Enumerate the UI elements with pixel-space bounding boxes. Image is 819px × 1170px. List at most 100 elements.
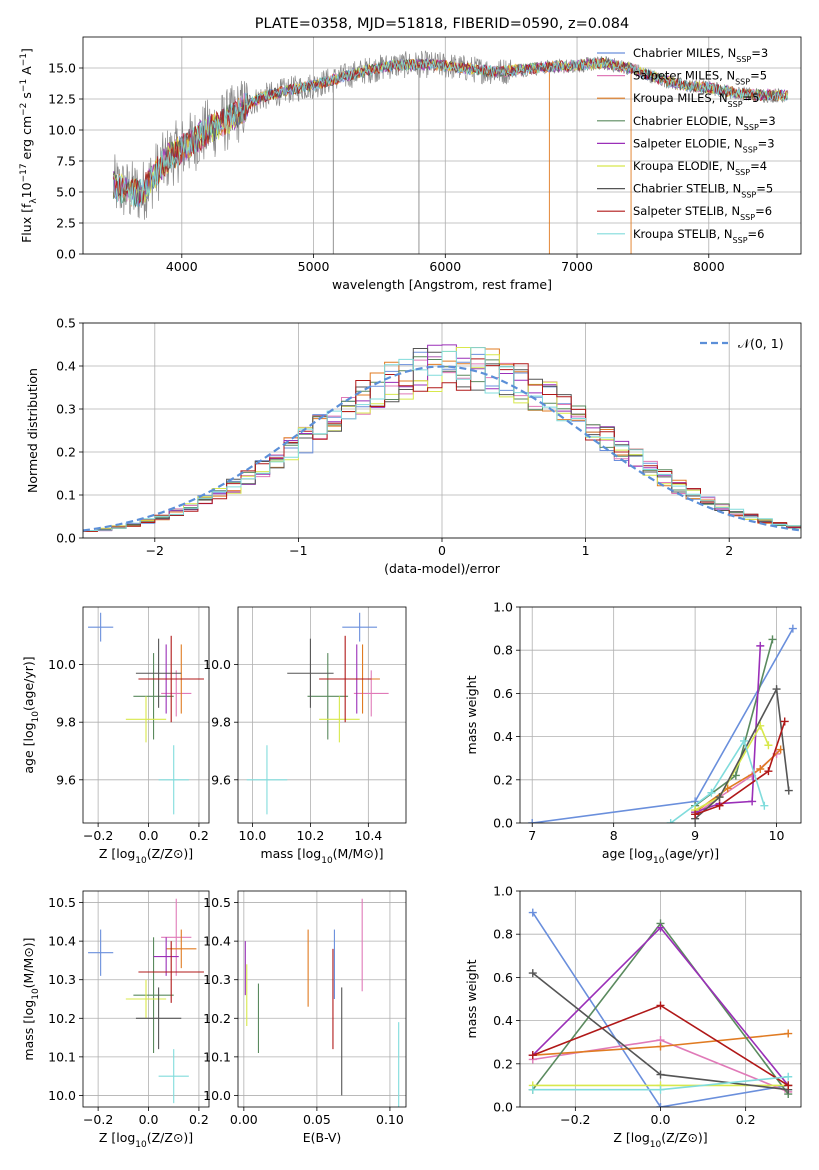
y-tick-label: 10.5 [203, 895, 231, 910]
y-tick-label: 0.4 [493, 1013, 513, 1028]
y-tick-label: 0.6 [493, 686, 513, 701]
x-tick-label: 0.0 [139, 1112, 159, 1127]
axes-frame [82, 890, 210, 1108]
data-point [691, 810, 700, 819]
x-axis-label: Z [log10(Z/Z⊙)] [99, 846, 193, 866]
axes-frame [82, 322, 802, 539]
y-tick-label: 0.2 [56, 445, 76, 460]
y-tick-label: 0.0 [56, 247, 76, 262]
panel-residual-histogram: −2 −1 0 1 2 0.0 0.1 0.2 0.3 0.4 0.5 (data-model)/er… [25, 316, 802, 576]
axes-frame [519, 606, 802, 824]
data-point [788, 624, 797, 633]
y-tick-label: 10.3 [48, 972, 76, 987]
y-tick-label: 10.0 [203, 1088, 231, 1103]
data-point [784, 1029, 793, 1038]
data-point [528, 969, 537, 978]
x-tick-label: −0.2 [83, 828, 113, 843]
x-tick-label: 10 [769, 828, 785, 843]
legend-entry: Chabrier STELIB, NSSP=5 [633, 182, 773, 200]
chart-title: PLATE=0358, MJD=51818, FIBERID=0590, z=0… [255, 16, 629, 32]
data-point [784, 786, 793, 795]
axes-frame [82, 36, 802, 255]
y-tick-label: 10.1 [48, 1049, 76, 1064]
y-tick-label: 10.3 [203, 972, 231, 987]
legend-entry: Kroupa ELODIE, NSSP=4 [633, 159, 767, 177]
data-point [715, 801, 724, 810]
y-tick-label: 9.6 [56, 772, 76, 787]
x-tick-label: −0.2 [83, 1112, 113, 1127]
y-tick-label: 0.0 [493, 816, 513, 831]
x-tick-label: 10.0 [239, 828, 267, 843]
data-point [528, 819, 537, 823]
legend: Chabrier MILES, NSSP=3 Salpeter MILES, NS… [597, 46, 776, 244]
data-point [656, 923, 665, 932]
x-tick-label: 5000 [298, 259, 330, 274]
series-line-kroupa-stelib [112, 56, 789, 208]
gaussian-curve [83, 365, 801, 532]
y-axis-label: mass weight [464, 675, 479, 754]
plot-area [246, 612, 389, 815]
y-axis-label: Normed distribution [25, 368, 40, 493]
data-point [656, 1085, 665, 1094]
y-tick-label: 5.0 [56, 185, 76, 200]
series-line-salpeter-stelib [112, 57, 788, 204]
series-line-chabrier-stelib [694, 686, 790, 820]
data-point [784, 1081, 793, 1090]
y-tick-label: 0.2 [493, 772, 513, 787]
data-point [760, 801, 769, 810]
data-point [656, 1070, 665, 1079]
x-tick-label: 0.0 [651, 1112, 671, 1127]
data-point [707, 788, 716, 797]
x-tick-label: −0.2 [560, 1112, 590, 1127]
data-point [756, 641, 765, 650]
y-tick-label: 1.0 [493, 884, 513, 899]
x-tick-label: 7000 [561, 259, 593, 274]
x-axis-label: wavelength [Angstrom, rest frame] [332, 277, 552, 292]
y-tick-label: 0.2 [493, 1056, 513, 1071]
x-tick-label: 10.4 [354, 828, 382, 843]
panel-age-vs-mass: 10.0 10.2 10.4 9.6 9.8 10.0 mass [log10(M/M⊙)] [203, 606, 407, 866]
y-tick-label: 10.4 [48, 934, 76, 949]
panel-mass-weight-vs-Z: −0.2 0.0 0.2 0.0 0.2 0.4 0.6 0.8 1.0 Z [log10(Z/Z… [464, 884, 802, 1150]
data-point [656, 1001, 665, 1010]
x-axis-label: Z [log10(Z/Z⊙)] [613, 1130, 707, 1150]
x-tick-label: 4000 [166, 259, 198, 274]
y-axis-label: mass [log10(M/M⊙)] [21, 937, 41, 1060]
panel-mass-vs-EBV: 0.00 0.05 0.10 10.0 10.1 10.2 10.3 10.4 10.5 E(B-… [203, 890, 407, 1145]
x-tick-label: 0.0 [139, 828, 159, 843]
x-axis-label: mass [log10(M/M⊙)] [260, 846, 383, 866]
legend-entry: Salpeter ELODIE, NSSP=3 [633, 136, 775, 154]
y-tick-label: 0.0 [493, 1100, 513, 1115]
y-tick-label: 10.1 [203, 1049, 231, 1064]
y-tick-label: 0.6 [493, 970, 513, 985]
data-point [739, 736, 748, 745]
x-axis-label: Z [log10(Z/Z⊙)] [99, 1130, 193, 1150]
plot-area [528, 624, 797, 823]
y-tick-label: 9.8 [56, 715, 76, 730]
series-line-kroupa-miles [694, 749, 782, 813]
y-tick-label: 10.0 [48, 657, 76, 672]
plot-area [88, 898, 204, 1104]
legend-entry: 𝒩(0, 1) [738, 336, 784, 351]
x-tick-label: 8 [610, 828, 618, 843]
data-point [666, 819, 675, 823]
x-tick-label: 0.2 [736, 1112, 756, 1127]
y-tick-label: 0.1 [56, 488, 76, 503]
data-point [715, 793, 724, 802]
data-point [731, 771, 740, 780]
y-tick-label: 0.3 [56, 402, 76, 417]
y-tick-label: 1.0 [493, 600, 513, 615]
axes-frame [237, 890, 407, 1108]
y-tick-label: 10.5 [48, 895, 76, 910]
y-axis-label: Flux [fλ10−17 erg cm−2 s−1 A−1] [19, 48, 39, 243]
plot-area [112, 50, 789, 254]
data-point [748, 797, 757, 806]
x-tick-label: 0.00 [230, 1112, 258, 1127]
panel-age-vs-Z: −0.2 0.0 0.2 9.6 9.8 10.0 Z [log10(Z/Z⊙)] age [… [21, 606, 210, 866]
y-axis-label: mass weight [464, 959, 479, 1038]
data-point [780, 717, 789, 726]
x-tick-label: 0.10 [376, 1112, 404, 1127]
data-point [772, 685, 781, 694]
x-tick-label: 1 [582, 543, 590, 558]
x-tick-label: −2 [146, 543, 164, 558]
